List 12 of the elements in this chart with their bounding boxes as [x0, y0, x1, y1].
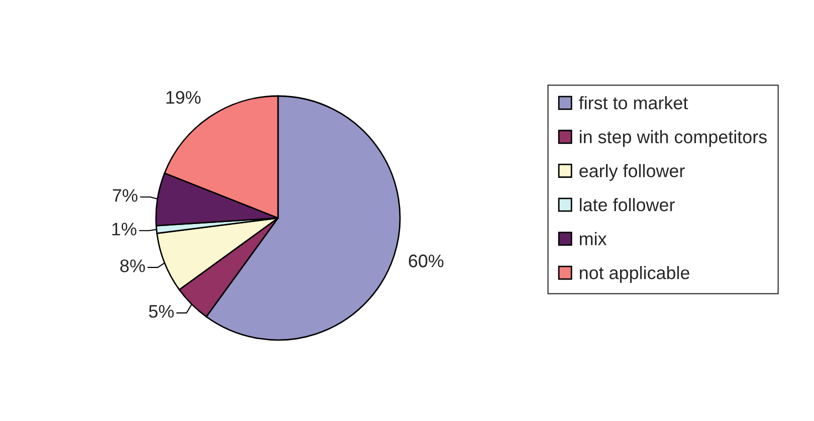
- legend-label: late follower: [580, 198, 675, 212]
- data-label: 8%: [120, 259, 145, 272]
- legend-label: mix: [580, 232, 607, 246]
- legend-label: not applicable: [580, 266, 690, 283]
- legend-label: early follower: [579, 164, 685, 181]
- data-label: 60%: [408, 254, 444, 268]
- data-label: 19%: [166, 90, 201, 104]
- legend-label: in step with competitors: [580, 130, 767, 147]
- data-label: 5%: [148, 305, 174, 318]
- legend-label: first to market: [578, 96, 688, 110]
- data-label: 1%: [112, 222, 136, 236]
- data-label: 7%: [112, 189, 138, 202]
